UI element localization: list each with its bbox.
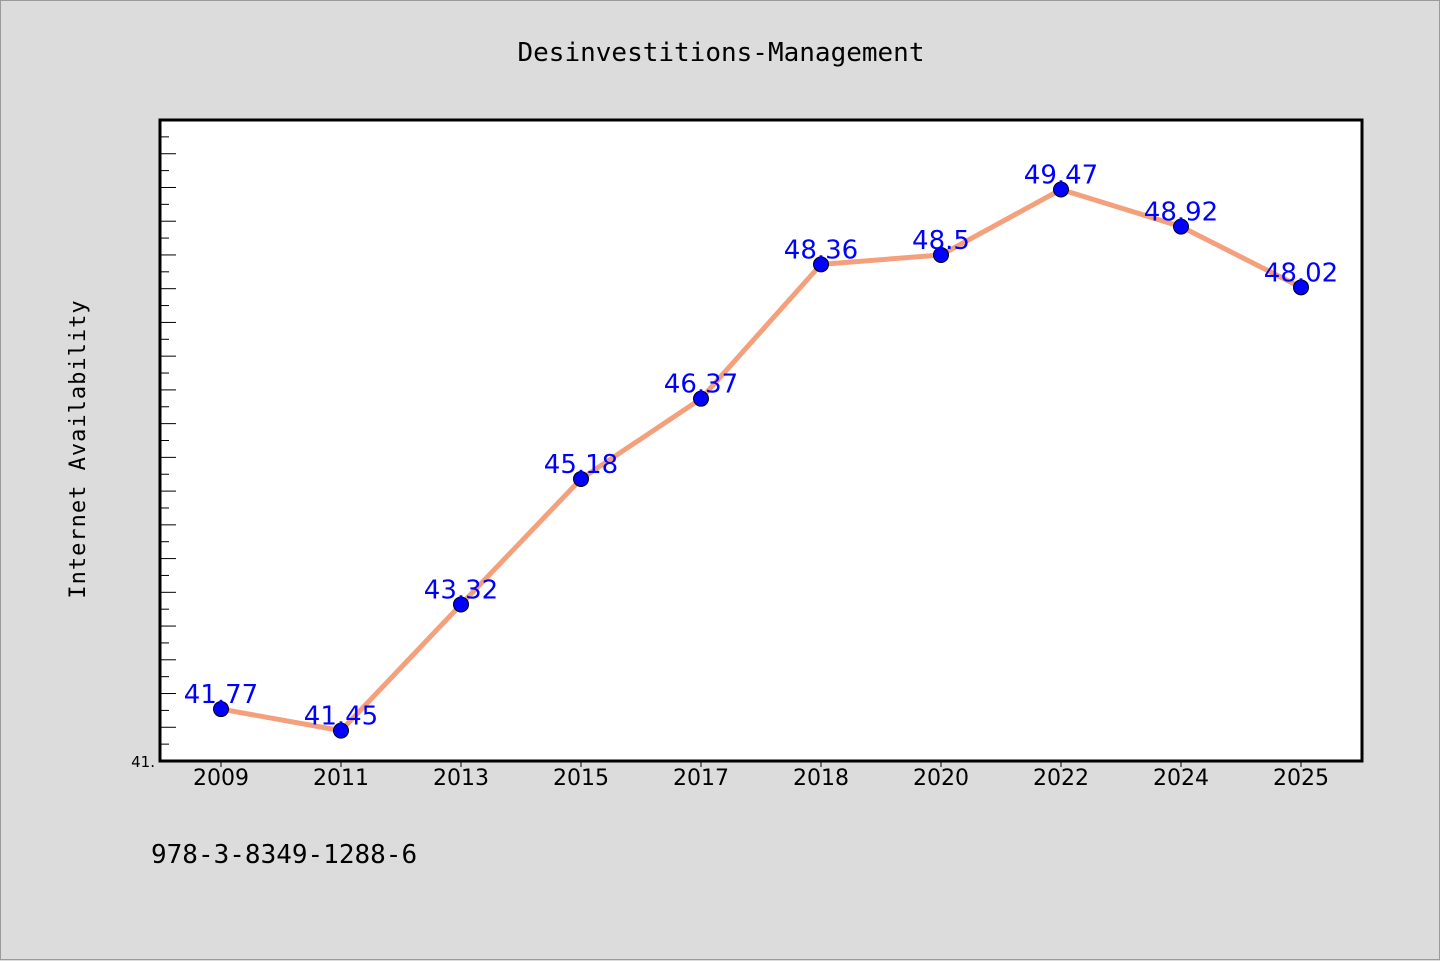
x-tick-label: 2017 xyxy=(673,766,729,791)
x-tick-label: 2011 xyxy=(313,766,369,791)
x-tick-label: 2024 xyxy=(1153,766,1209,791)
plot-area xyxy=(158,118,1364,763)
series-layer: 41.77 41.45 43.32 45.18 46.37 48.36 48.5 49.47 4… xyxy=(184,160,1338,739)
data-point xyxy=(693,390,709,407)
data-label: 49.47 xyxy=(1024,160,1098,190)
series-line xyxy=(218,186,1304,734)
data-label: 41.45 xyxy=(304,702,378,732)
data-label: 46.37 xyxy=(664,370,738,400)
x-tick-label: 2015 xyxy=(553,766,609,791)
data-point xyxy=(1173,218,1189,235)
x-axis-ticks: 2009 2011 2013 2015 2017 2018 2020 2022 2024 2025 xyxy=(193,761,1329,791)
data-label: 48.36 xyxy=(784,235,858,265)
data-label: 48.5 xyxy=(912,226,970,256)
y-tick-label: 41. xyxy=(131,753,155,771)
x-tick-label: 2009 xyxy=(193,766,249,791)
data-point xyxy=(1293,279,1309,296)
y-axis-ticks xyxy=(160,119,176,762)
x-tick-label: 2022 xyxy=(1033,766,1089,791)
data-label: 48.92 xyxy=(1144,198,1218,228)
x-tick-label: 2025 xyxy=(1273,766,1329,791)
x-tick-label: 2013 xyxy=(433,766,489,791)
data-label: 41.77 xyxy=(184,680,258,710)
y-axis-label: Internet Availability xyxy=(66,299,91,598)
x-tick-label: 2020 xyxy=(913,766,969,791)
chart-title: Desinvestitions-Management xyxy=(518,38,925,68)
data-label: 43.32 xyxy=(424,575,498,605)
isbn-text: 978-3-8349-1288-6 xyxy=(151,840,417,870)
data-point xyxy=(813,256,829,273)
data-point xyxy=(333,722,349,739)
data-point xyxy=(213,701,229,718)
data-label: 45.18 xyxy=(544,450,618,480)
x-tick-label: 2018 xyxy=(793,766,849,791)
data-point xyxy=(1053,181,1069,198)
data-point xyxy=(573,470,589,487)
data-point xyxy=(933,246,949,263)
data-point xyxy=(453,596,469,613)
data-label: 48.02 xyxy=(1264,258,1338,288)
